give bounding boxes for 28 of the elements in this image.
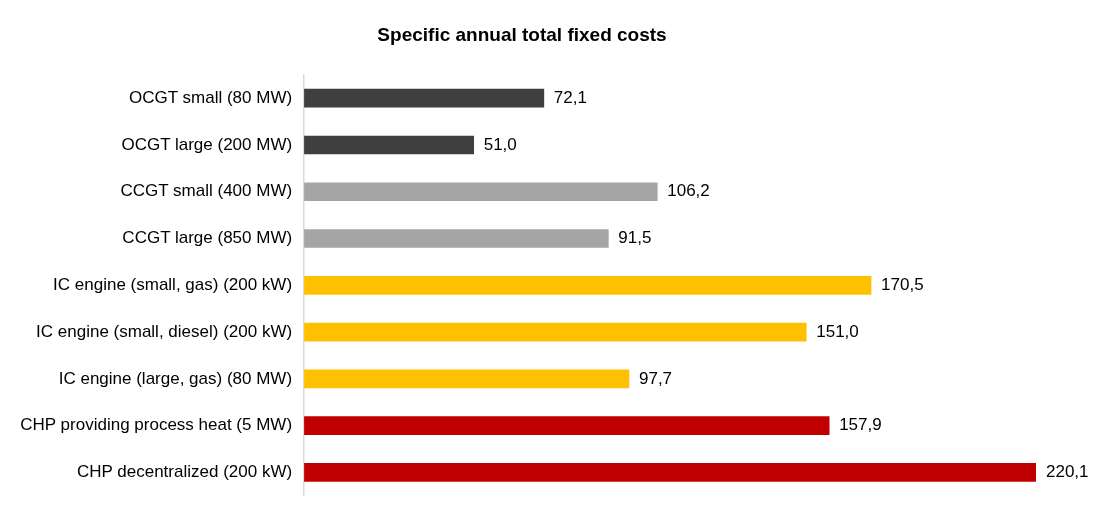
y-tick-label: CCGT large (850 MW) (122, 228, 293, 248)
bar (304, 182, 658, 202)
bar (304, 275, 872, 295)
data-label: 220,1 (1046, 462, 1089, 482)
data-label: 151,0 (816, 321, 859, 341)
chart-title: Specific annual total fixed costs (377, 23, 667, 45)
data-label: 106,2 (667, 181, 710, 201)
bar (304, 229, 609, 248)
data-label: 170,5 (881, 274, 924, 294)
bar (304, 322, 807, 342)
bar (304, 463, 1036, 482)
y-tick-label: CCGT small (400 MW) (120, 181, 293, 201)
data-label: 51,0 (483, 134, 517, 154)
y-tick-label: OCGT small (80 MW) (129, 87, 293, 107)
y-tick-label: CHP providing process heat (5 MW) (20, 415, 293, 435)
data-label: 97,7 (638, 368, 673, 388)
bar (304, 369, 630, 389)
data-label: 72,1 (553, 87, 587, 107)
bar (304, 88, 545, 108)
y-tick-label: IC engine (small, gas) (200 kW) (53, 274, 293, 294)
data-label: 157,9 (839, 415, 882, 435)
bar (304, 416, 830, 435)
y-tick-label: IC engine (small, diesel) (200 kW) (36, 321, 293, 341)
data-label: 91,5 (618, 228, 652, 248)
bar (304, 135, 475, 155)
y-tick-label: OCGT large (200 MW) (121, 134, 293, 154)
y-tick-label: IC engine (large, gas) (80 MW) (58, 368, 293, 388)
y-tick-label: CHP decentralized (200 kW) (76, 462, 293, 482)
